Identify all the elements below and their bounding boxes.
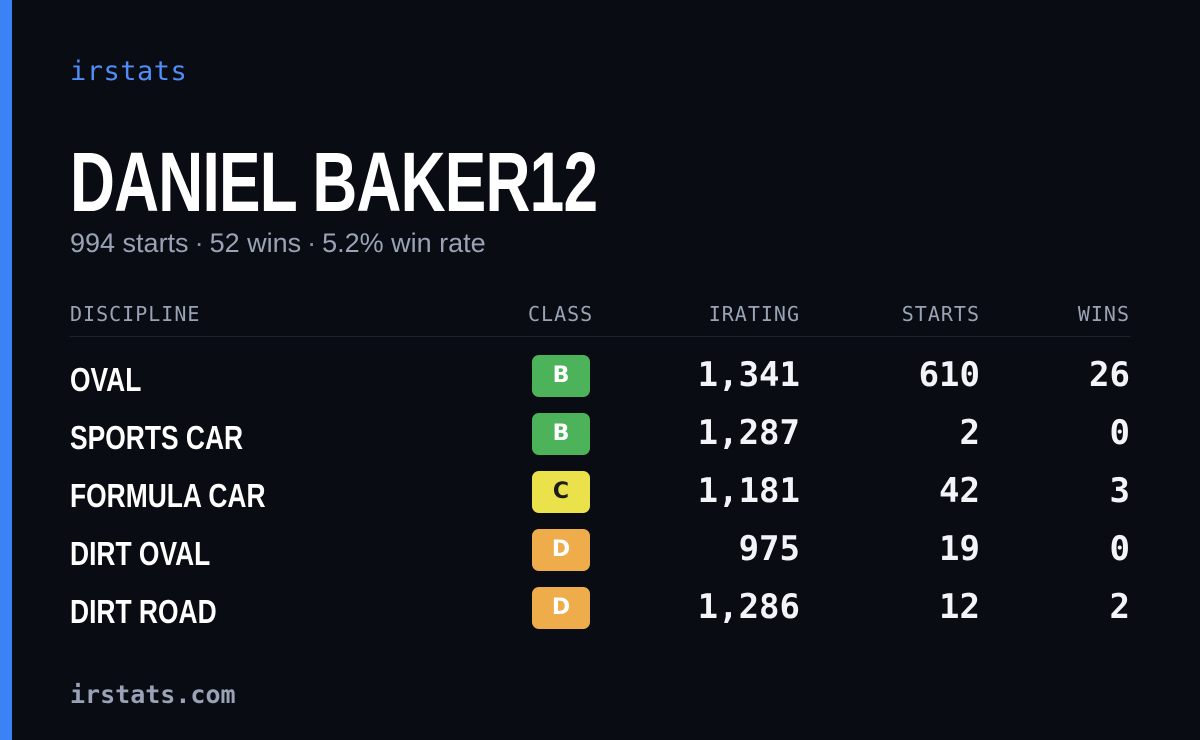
header-wins: WINS — [1077, 302, 1130, 326]
player-name: DANIEL BAKER12 — [70, 135, 598, 229]
starts-count: 994 starts — [70, 228, 189, 258]
discipline-name: SPORTS CAR — [70, 419, 244, 456]
header-starts: STARTS — [901, 302, 980, 326]
class-badge: D — [532, 587, 590, 629]
discipline-name: DIRT OVAL — [70, 535, 211, 572]
class-badge: C — [532, 471, 590, 513]
irating-value: 1,181 — [697, 471, 800, 511]
discipline-name: DIRT ROAD — [70, 593, 217, 630]
starts-value: 2 — [959, 413, 980, 453]
table-row: DIRT OVAL D 975 19 0 — [70, 527, 1130, 585]
starts-value: 610 — [918, 355, 980, 395]
class-badge: B — [532, 413, 590, 455]
starts-value: 19 — [939, 529, 980, 569]
player-summary: 994 starts · 52 wins · 5.2% win rate — [70, 228, 486, 259]
table-row: DIRT ROAD D 1,286 12 2 — [70, 585, 1130, 643]
discipline-name: FORMULA CAR — [70, 477, 266, 514]
separator: · — [307, 228, 317, 258]
header-discipline: DISCIPLINE — [70, 302, 201, 326]
table-row: SPORTS CAR B 1,287 2 0 — [70, 411, 1130, 469]
starts-value: 12 — [939, 587, 980, 627]
stats-table: DISCIPLINE CLASS IRATING STARTS WINS OVA… — [70, 296, 1130, 643]
separator: · — [194, 228, 204, 258]
irating-value: 1,287 — [697, 413, 800, 453]
class-badge: B — [532, 355, 590, 397]
header-class: CLASS — [528, 302, 594, 326]
wins-value: 2 — [1109, 587, 1130, 627]
wins-value: 0 — [1109, 529, 1130, 569]
footer-url: irstats.com — [70, 680, 236, 709]
wins-value: 26 — [1089, 355, 1130, 395]
discipline-name: OVAL — [70, 361, 142, 398]
irating-value: 1,341 — [697, 355, 800, 395]
win-rate: 5.2% win rate — [322, 228, 486, 258]
irating-value: 1,286 — [697, 587, 800, 627]
table-header: DISCIPLINE CLASS IRATING STARTS WINS — [70, 296, 1130, 337]
brand-logo-text: irstats — [70, 56, 188, 87]
table-row: FORMULA CAR C 1,181 42 3 — [70, 469, 1130, 527]
table-body: OVAL B 1,341 610 26 SPORTS CAR B 1,287 2… — [70, 337, 1130, 643]
class-badge: D — [532, 529, 590, 571]
header-irating: IRATING — [708, 302, 800, 326]
table-row: OVAL B 1,341 610 26 — [70, 353, 1130, 411]
accent-bar — [0, 0, 12, 740]
wins-count: 52 wins — [209, 228, 302, 258]
wins-value: 0 — [1109, 413, 1130, 453]
wins-value: 3 — [1109, 471, 1130, 511]
starts-value: 42 — [939, 471, 980, 511]
irating-value: 975 — [738, 529, 800, 569]
